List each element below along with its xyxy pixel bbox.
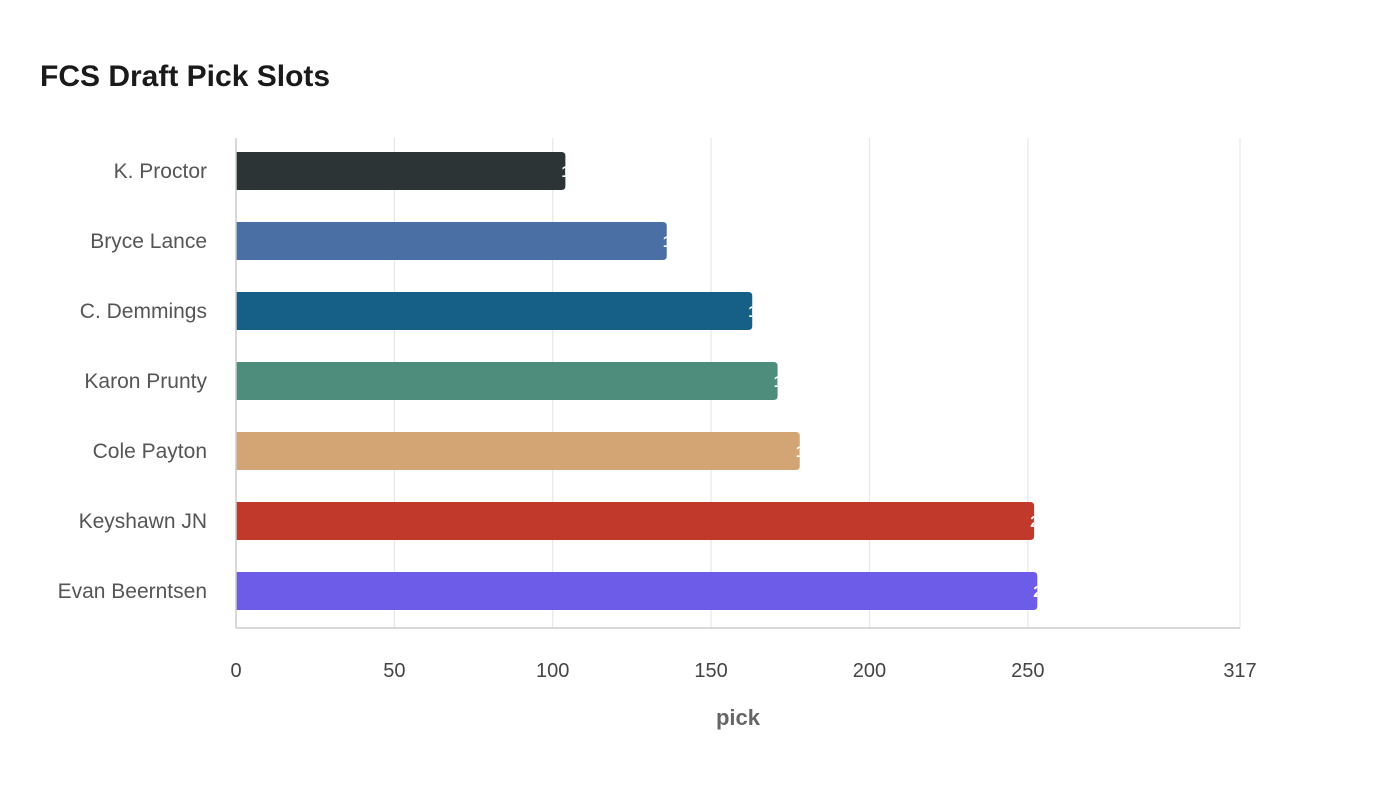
bars [236, 152, 1038, 610]
bar-value-label: 136 [663, 234, 690, 251]
bar[interactable] [236, 222, 667, 260]
y-tick-label: Keyshawn JN [79, 510, 207, 533]
data-labels: 104 136 163 171 178 252 253 [561, 164, 1060, 601]
x-tick-label: 100 [536, 660, 569, 682]
y-tick-label: Cole Payton [93, 440, 207, 463]
y-tick-label: K. Proctor [114, 160, 207, 183]
y-tick-label: C. Demmings [80, 300, 207, 323]
chart-title: FCS Draft Pick Slots [40, 60, 331, 93]
bar[interactable] [236, 502, 1035, 540]
y-axis-tick-labels: K. Proctor Bryce Lance C. Demmings Karon Pr… [58, 160, 208, 603]
bar[interactable] [236, 292, 753, 330]
bar-value-label: 252 [1030, 514, 1057, 531]
bar-value-label: 104 [561, 164, 588, 181]
bar-value-label: 178 [796, 444, 823, 461]
y-tick-label: Bryce Lance [90, 230, 207, 253]
x-axis-label: pick [716, 705, 761, 730]
bar[interactable] [236, 432, 800, 470]
bar[interactable] [236, 362, 778, 400]
x-tick-label: 50 [383, 660, 405, 682]
x-tick-label: 200 [853, 660, 886, 682]
x-axis-tick-labels: 0 50 100 150 200 250 317 [230, 660, 1256, 682]
bar[interactable] [236, 152, 566, 190]
y-tick-label: Karon Prunty [84, 370, 207, 393]
x-tick-label: 0 [230, 660, 241, 682]
y-tick-label: Evan Beerntsen [58, 580, 207, 603]
x-tick-label: 317 [1223, 660, 1256, 682]
bar-value-label: 163 [748, 304, 775, 321]
x-tick-label: 250 [1011, 660, 1044, 682]
x-tick-label: 150 [694, 660, 727, 682]
bar[interactable] [236, 572, 1038, 610]
bar-value-label: 171 [774, 374, 801, 391]
bar-value-label: 253 [1033, 584, 1060, 601]
